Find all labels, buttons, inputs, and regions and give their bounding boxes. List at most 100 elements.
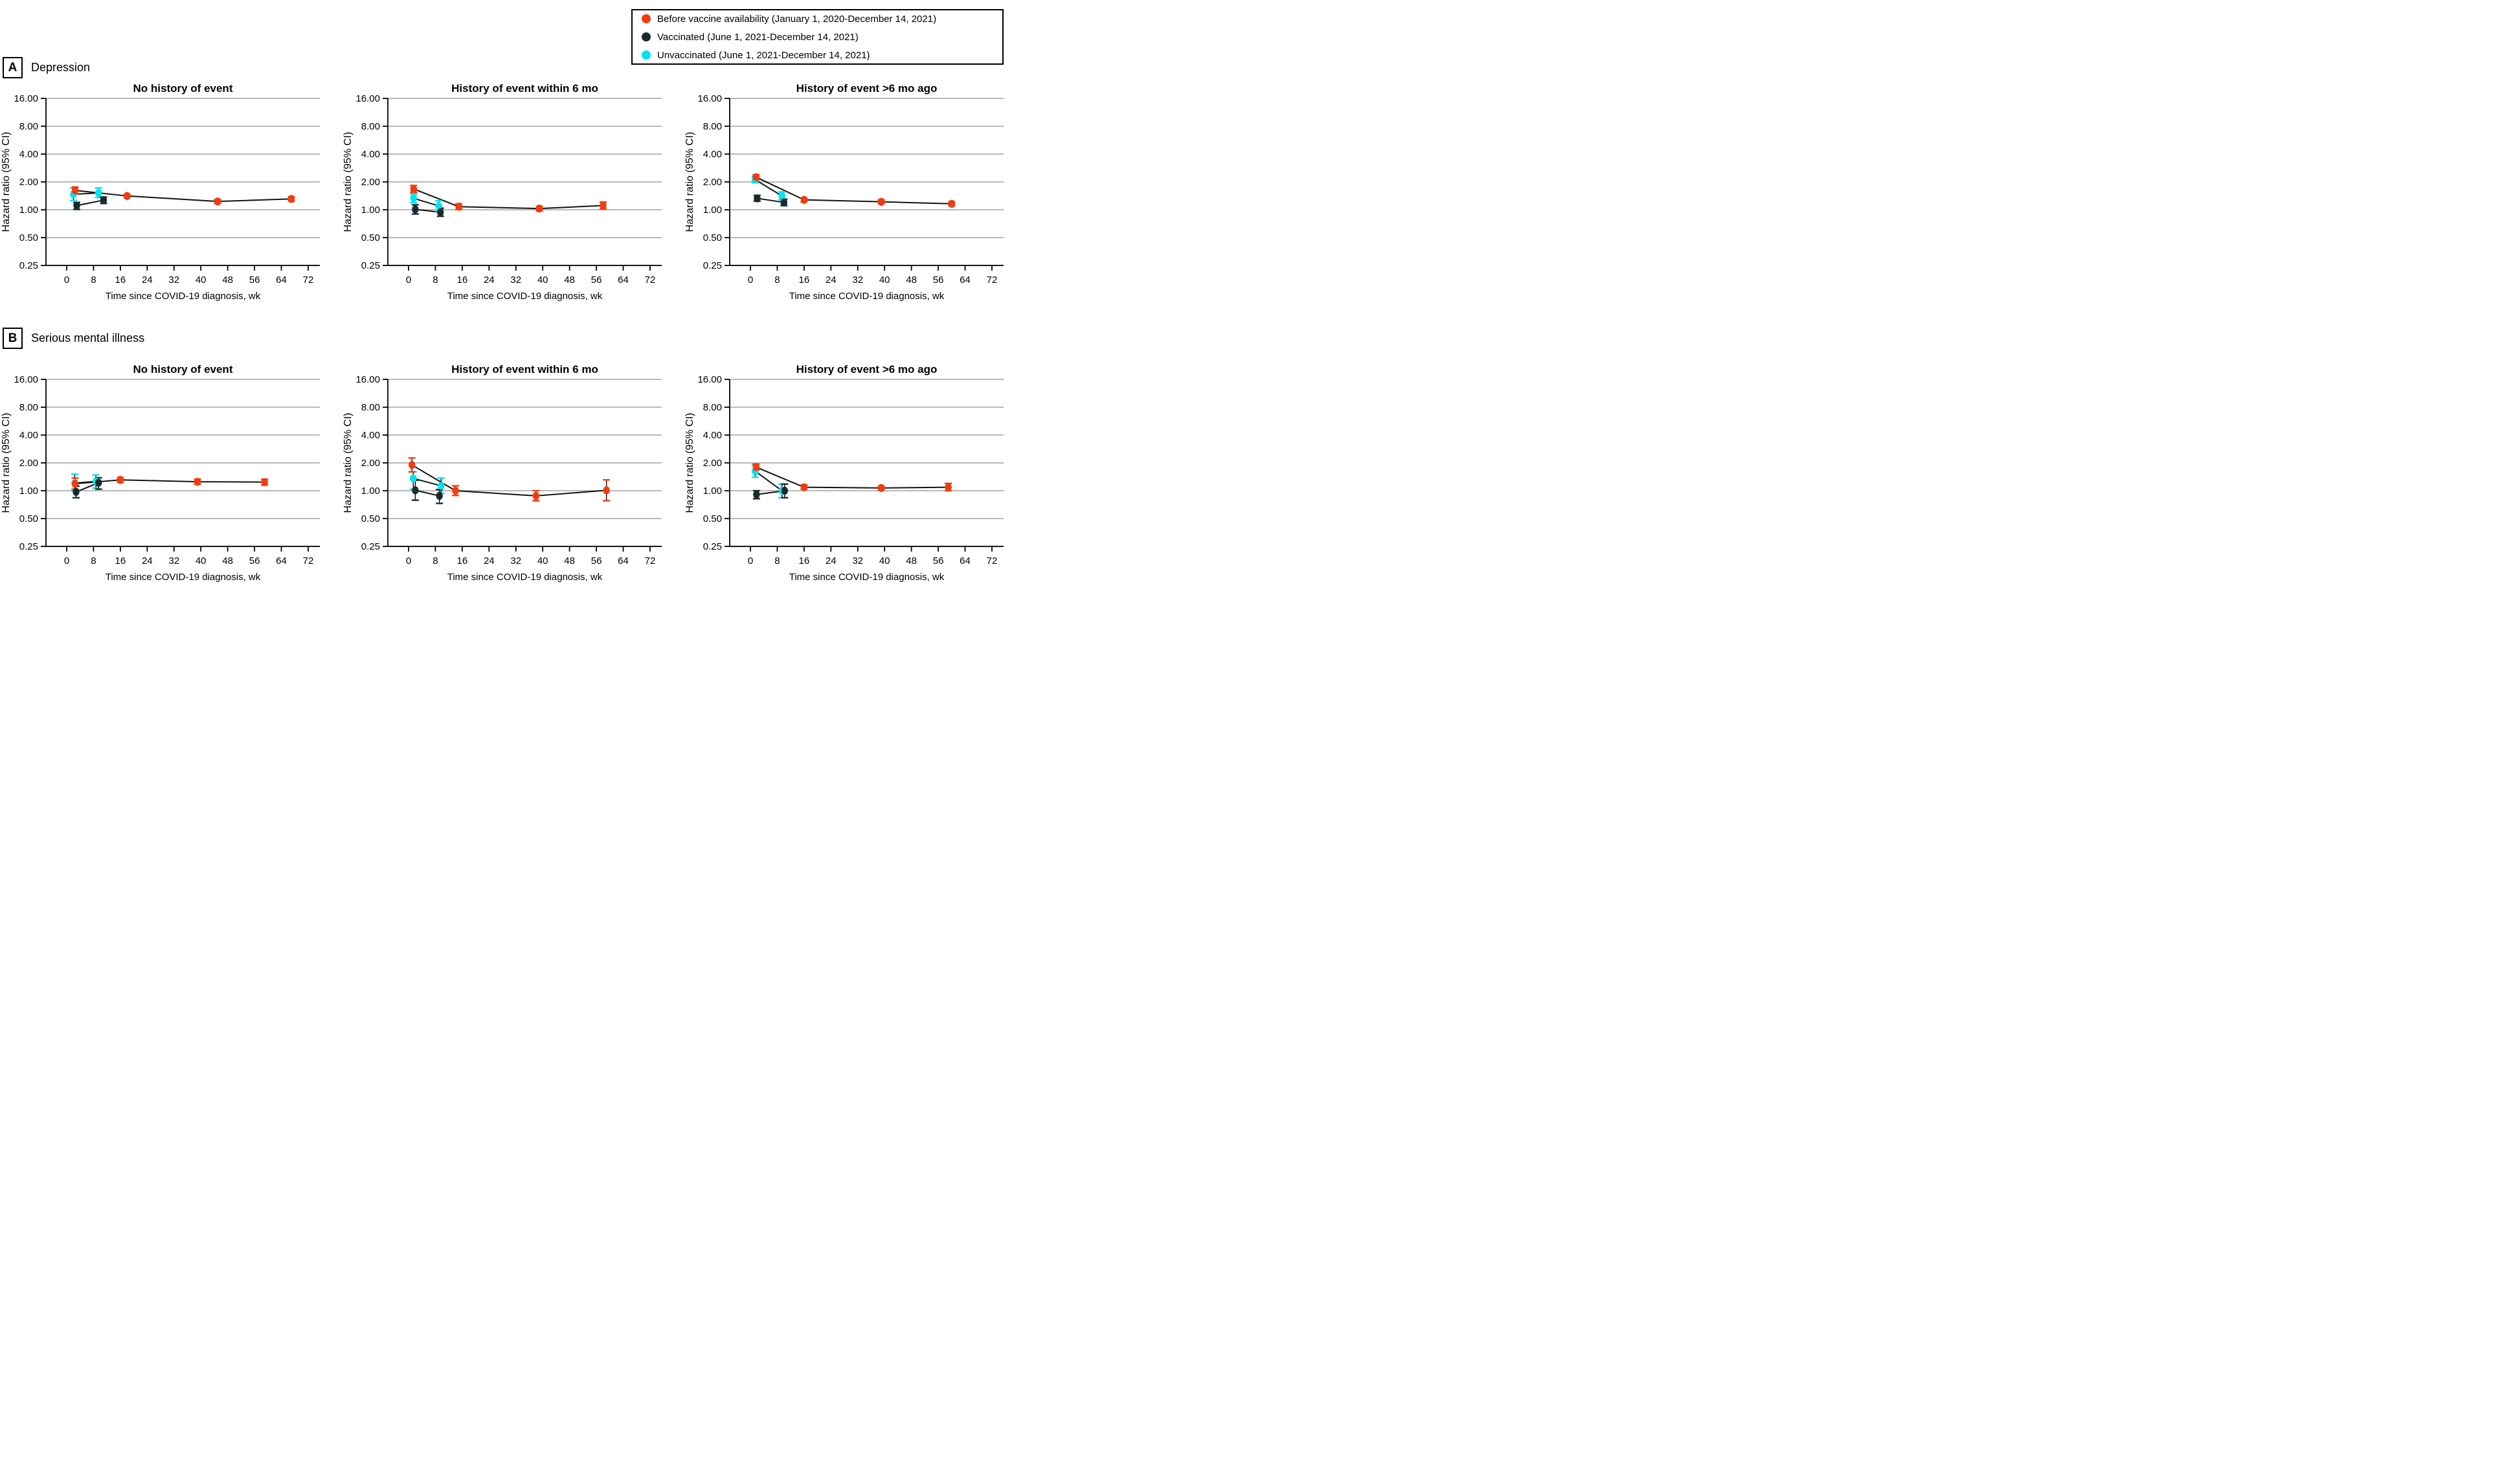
y-tick-label: 1.00 (703, 205, 722, 216)
series-markers-before (408, 460, 610, 500)
x-axis-title: Time since COVID-19 diagnosis, wk (789, 572, 945, 583)
x-tick-label: 32 (168, 555, 179, 566)
figure-hazard-ratio-panels: Before vaccine availability (January 1, … (0, 0, 1008, 591)
x-tick-label: 0 (748, 555, 753, 566)
legend-marker-before-icon (642, 14, 651, 23)
y-tick-label: 0.25 (19, 541, 38, 552)
y-tick-label: 16.00 (355, 93, 380, 104)
x-tick-label: 0 (64, 555, 69, 566)
y-tick-label: 4.00 (703, 430, 722, 441)
x-tick-label: 8 (433, 274, 438, 286)
data-point-before (287, 195, 295, 203)
y-tick-label: 2.00 (703, 458, 722, 469)
series-markers-before (752, 463, 952, 493)
y-tick-label: 0.50 (19, 513, 38, 524)
chart-svg: History of event >6 mo ago 16.00 8.00 4.00 2… (684, 82, 1004, 302)
chart-svg: History of event >6 mo ago 16.00 8.00 4.00 2… (684, 363, 1004, 583)
y-tick-label: 0.50 (19, 232, 38, 243)
series-markers-unvaccinated (410, 194, 442, 210)
x-tick-label: 40 (879, 274, 890, 286)
x-tick-label: 8 (433, 555, 438, 566)
x-tick-label: 48 (564, 555, 575, 566)
x-tick-label: 0 (64, 274, 69, 286)
subplot-smi-over-6mo: History of event >6 mo ago 16.00 8.00 4.00 2… (684, 357, 1007, 585)
data-point-vaccinated (412, 486, 419, 495)
y-tick-label: 0.50 (703, 232, 722, 243)
legend-label-before: Before vaccine availability (January 1, … (657, 13, 937, 25)
y-tick-label: 8.00 (361, 402, 380, 413)
series-line-before (756, 176, 952, 205)
series-line-before (411, 464, 607, 497)
y-tick-label: 0.25 (703, 541, 722, 552)
series-line-before (74, 190, 292, 203)
x-tick-label: 64 (276, 555, 287, 566)
x-tick-label: 8 (774, 555, 780, 566)
series-markers-vaccinated (73, 478, 102, 497)
y-tick-label: 8.00 (19, 121, 38, 132)
panel-b-title: Serious mental illness (31, 331, 145, 344)
x-tick-label: 24 (142, 555, 153, 566)
data-point-vaccinated (436, 491, 443, 500)
x-tick-label: 40 (537, 555, 548, 566)
x-tick-label: 40 (537, 274, 548, 286)
x-tick-label: 8 (91, 555, 96, 566)
data-point-vaccinated (412, 205, 419, 214)
legend-marker-vaccinated-icon (642, 32, 651, 41)
y-tick-label: 2.00 (703, 177, 722, 188)
y-tick-label: 16.00 (697, 93, 722, 104)
x-tick-label: 32 (852, 555, 863, 566)
chart-svg: History of event within 6 mo 16.00 8.00 4.0… (343, 363, 662, 583)
series-line-before (74, 479, 265, 485)
legend-item-before: Before vaccine availability (January 1, … (642, 11, 1002, 27)
data-point-unvaccinated (778, 192, 785, 200)
subplot-depression-within-6mo: History of event within 6 mo 16.00 8.00 4.0… (342, 76, 666, 304)
series-markers-before (410, 185, 607, 213)
x-tick-label: 72 (987, 274, 998, 286)
x-tick-label: 16 (799, 274, 810, 286)
x-axis-title: Time since COVID-19 diagnosis, wk (106, 291, 261, 302)
chart-svg: History of event within 6 mo 16.00 8.00 4.0… (343, 82, 662, 302)
y-tick-label: 8.00 (703, 402, 722, 413)
series-markers-vaccinated (753, 486, 789, 499)
y-tick-label: 1.00 (361, 486, 380, 497)
series-line-vaccinated (415, 489, 440, 497)
x-tick-label: 16 (457, 274, 468, 286)
subplot-title: History of event within 6 mo (451, 82, 598, 95)
series-markers-before (752, 173, 955, 208)
x-tick-label: 56 (591, 555, 602, 566)
x-tick-label: 24 (484, 274, 495, 286)
data-point-before (194, 477, 201, 486)
y-tick-label: 2.00 (19, 177, 38, 188)
panel-b-badge: B (3, 328, 23, 349)
data-point-before (948, 199, 955, 208)
data-point-before (752, 463, 760, 471)
x-axis-title: Time since COVID-19 diagnosis, wk (447, 291, 603, 302)
x-axis-title: Time since COVID-19 diagnosis, wk (106, 572, 261, 583)
x-tick-label: 32 (852, 274, 863, 286)
chart-svg: No history of event 16.00 8.00 4.00 2.00 1.00… (1, 82, 320, 302)
data-point-before (532, 491, 540, 500)
data-point-vaccinated (73, 201, 80, 210)
data-point-vaccinated (95, 478, 102, 487)
series-line-unvaccinated (754, 470, 783, 491)
panel-a-header: A Depression (3, 57, 90, 78)
series-markers-vaccinated (412, 486, 443, 500)
data-point-before (877, 197, 885, 206)
y-tick-label: 0.50 (361, 513, 380, 524)
legend-item-unvaccinated: Unvaccinated (June 1, 2021-December 14, … (642, 47, 1002, 63)
y-tick-label: 1.00 (703, 486, 722, 497)
y-tick-label: 0.25 (703, 260, 722, 271)
y-tick-label: 16.00 (14, 374, 38, 385)
series-markers-vaccinated (73, 196, 107, 210)
y-tick-label: 16.00 (355, 374, 380, 385)
subplot-depression-no-history: No history of event 16.00 8.00 4.00 2.00 1.00… (0, 76, 324, 304)
x-tick-label: 0 (406, 274, 411, 286)
y-tick-label: 0.50 (703, 513, 722, 524)
data-point-before (408, 460, 416, 469)
x-tick-label: 16 (457, 555, 468, 566)
y-tick-label: 2.00 (361, 458, 380, 469)
x-tick-label: 8 (774, 274, 780, 286)
x-tick-label: 48 (222, 274, 233, 286)
series-line-vaccinated (415, 208, 441, 213)
series-line-vaccinated (757, 197, 784, 203)
